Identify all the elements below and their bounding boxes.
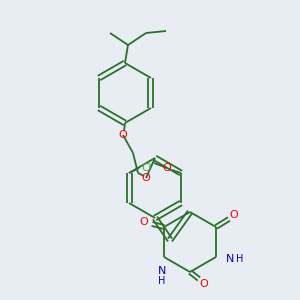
Text: H: H: [236, 254, 244, 264]
Text: H: H: [158, 276, 166, 286]
Text: N: N: [226, 254, 234, 264]
Text: O: O: [200, 279, 208, 289]
Text: Cl: Cl: [142, 163, 152, 173]
Text: O: O: [230, 210, 238, 220]
Text: O: O: [142, 173, 150, 183]
Text: O: O: [118, 130, 127, 140]
Text: N: N: [158, 266, 166, 276]
Text: O: O: [140, 217, 148, 227]
Text: O: O: [163, 163, 171, 173]
